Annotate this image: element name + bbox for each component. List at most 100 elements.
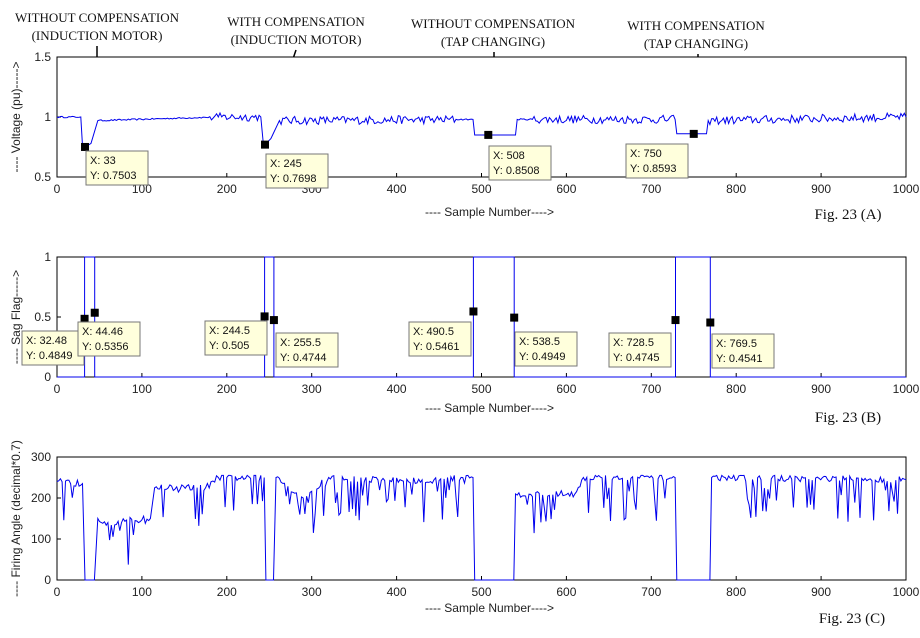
y-tick-label: 1.5: [34, 50, 51, 64]
y-tick-label: 0.5: [34, 170, 51, 184]
datatip-marker: [261, 140, 270, 149]
y-tick-label: 0: [44, 573, 51, 587]
annotation-2-line1: WITH COMPENSATION: [227, 14, 365, 29]
datatip-x-text: X: 538.5: [519, 336, 560, 348]
datatip-box: [265, 153, 329, 189]
x-tick-label: 700: [641, 585, 661, 599]
x-tick-label: 500: [471, 382, 491, 396]
datatip-box: [85, 150, 149, 186]
datatip-box: [514, 331, 578, 367]
datatip-y-text: Y: 0.4541: [716, 353, 763, 365]
plot-area: [56, 456, 907, 581]
datatip-x-text: X: 508: [493, 150, 525, 162]
x-axis-label: ---- Sample Number---->: [425, 401, 554, 415]
x-tick-label: 0: [54, 182, 61, 196]
x-tick-label: 200: [217, 382, 237, 396]
datatip-marker: [689, 129, 698, 138]
x-tick-label: 400: [387, 585, 407, 599]
datatip-marker: [510, 313, 519, 322]
plot-area: [56, 256, 907, 378]
annotation-3-line1: WITHOUT COMPENSATION: [411, 16, 576, 31]
chart-voltage: 0 100 200 300 400 500 600 700 800 900 10000.511.5-…: [9, 50, 920, 223]
annotation-3-line2: (TAP CHANGING): [441, 34, 545, 49]
x-tick-label: 500: [471, 585, 491, 599]
x-axis-label: ---- Sample Number---->: [425, 205, 554, 219]
x-tick-label: 500: [471, 182, 491, 196]
datatip-x-text: X: 750: [630, 148, 662, 160]
x-tick-label: 0: [54, 585, 61, 599]
datatip-y-text: Y: 0.5356: [82, 341, 129, 353]
datatip-box: [488, 145, 552, 181]
chart-sag-flag: 0 100 200 300 400 500 600 700 800 900 1000 0 0.5 1 ---…: [9, 250, 920, 426]
datatip-marker: [81, 142, 90, 151]
x-tick-label: 200: [217, 585, 237, 599]
datatip-x-text: X: 255.5: [280, 337, 321, 349]
x-tick-label: 400: [387, 382, 407, 396]
x-tick-label: 300: [302, 585, 322, 599]
y-tick-label: 0.5: [34, 310, 51, 324]
y-axis-label: ---- Firing Angle (decimal*0.7): [9, 440, 23, 597]
x-tick-label: 100: [132, 585, 152, 599]
datatip-marker: [706, 318, 715, 327]
datatip-box: [711, 333, 775, 369]
datatip-marker: [80, 314, 89, 323]
x-tick-label: 1000: [893, 182, 920, 196]
datatip-y-text: Y: 0.4745: [613, 352, 660, 364]
datatip-x-text: X: 769.5: [716, 338, 757, 350]
x-tick-label: 800: [726, 585, 746, 599]
datatip-box: [408, 321, 472, 357]
y-tick-label: 0: [44, 370, 51, 384]
y-tick-label: 100: [31, 532, 51, 546]
datatip-x-text: X: 32.48: [26, 335, 67, 347]
x-tick-label: 400: [387, 182, 407, 196]
x-tick-label: 0: [54, 382, 61, 396]
datatip-x-text: X: 33: [90, 155, 116, 167]
datatip-marker: [469, 307, 478, 316]
datatip-x-text: X: 728.5: [613, 337, 654, 349]
datatip-box: [275, 332, 339, 368]
datatip-marker: [269, 316, 278, 325]
datatip-marker: [671, 316, 680, 325]
x-axis-label: ---- Sample Number---->: [425, 601, 554, 615]
datatip-x-text: X: 245: [270, 158, 302, 170]
datatip-y-text: Y: 0.7698: [270, 173, 317, 185]
x-tick-label: 600: [556, 182, 576, 196]
datatip-y-text: Y: 0.4744: [280, 352, 327, 364]
y-axis-label: ---- Sag Flag----->: [9, 270, 23, 364]
annotation-4-line1: WITH COMPENSATION: [627, 18, 765, 33]
datatip-box: [77, 321, 141, 357]
datatip-box: [21, 330, 85, 366]
x-tick-label: 800: [726, 182, 746, 196]
x-tick-label: 600: [556, 585, 576, 599]
annotation-4-line2: (TAP CHANGING): [644, 36, 748, 51]
x-tick-label: 900: [811, 585, 831, 599]
annotation-2-line2: (INDUCTION MOTOR): [231, 32, 362, 47]
datatip-x-text: X: 244.5: [209, 325, 250, 337]
x-tick-label: 600: [556, 382, 576, 396]
datatip-box: [608, 332, 672, 368]
x-tick-label: 900: [811, 182, 831, 196]
datatip-marker: [260, 312, 269, 321]
datatip-y-text: Y: 0.505: [209, 340, 249, 352]
figure-caption: Fig. 23 (C): [819, 611, 885, 627]
x-tick-label: 800: [726, 382, 746, 396]
figure-caption: Fig. 23 (A): [814, 207, 881, 223]
y-tick-label: 1: [44, 250, 51, 264]
datatip-box: [625, 143, 689, 179]
datatip-y-text: Y: 0.5461: [413, 341, 460, 353]
datatip-y-text: Y: 0.8508: [493, 165, 540, 177]
annotation-1-line1: WITHOUT COMPENSATION: [15, 10, 180, 25]
datatip-y-text: Y: 0.4849: [26, 350, 73, 362]
datatip-x-text: X: 490.5: [413, 326, 454, 338]
datatip-y-text: Y: 0.8593: [630, 163, 677, 175]
x-tick-label: 300: [302, 382, 322, 396]
datatip-y-text: Y: 0.4949: [519, 351, 566, 363]
series-line: [57, 256, 906, 378]
figure-caption: Fig. 23 (B): [815, 410, 881, 426]
datatip-y-text: Y: 0.7503: [90, 170, 137, 182]
y-axis-label: ---- Voltage (pu)----->: [9, 61, 23, 172]
datatip-x-text: X: 44.46: [82, 326, 123, 338]
x-tick-label: 100: [132, 382, 152, 396]
